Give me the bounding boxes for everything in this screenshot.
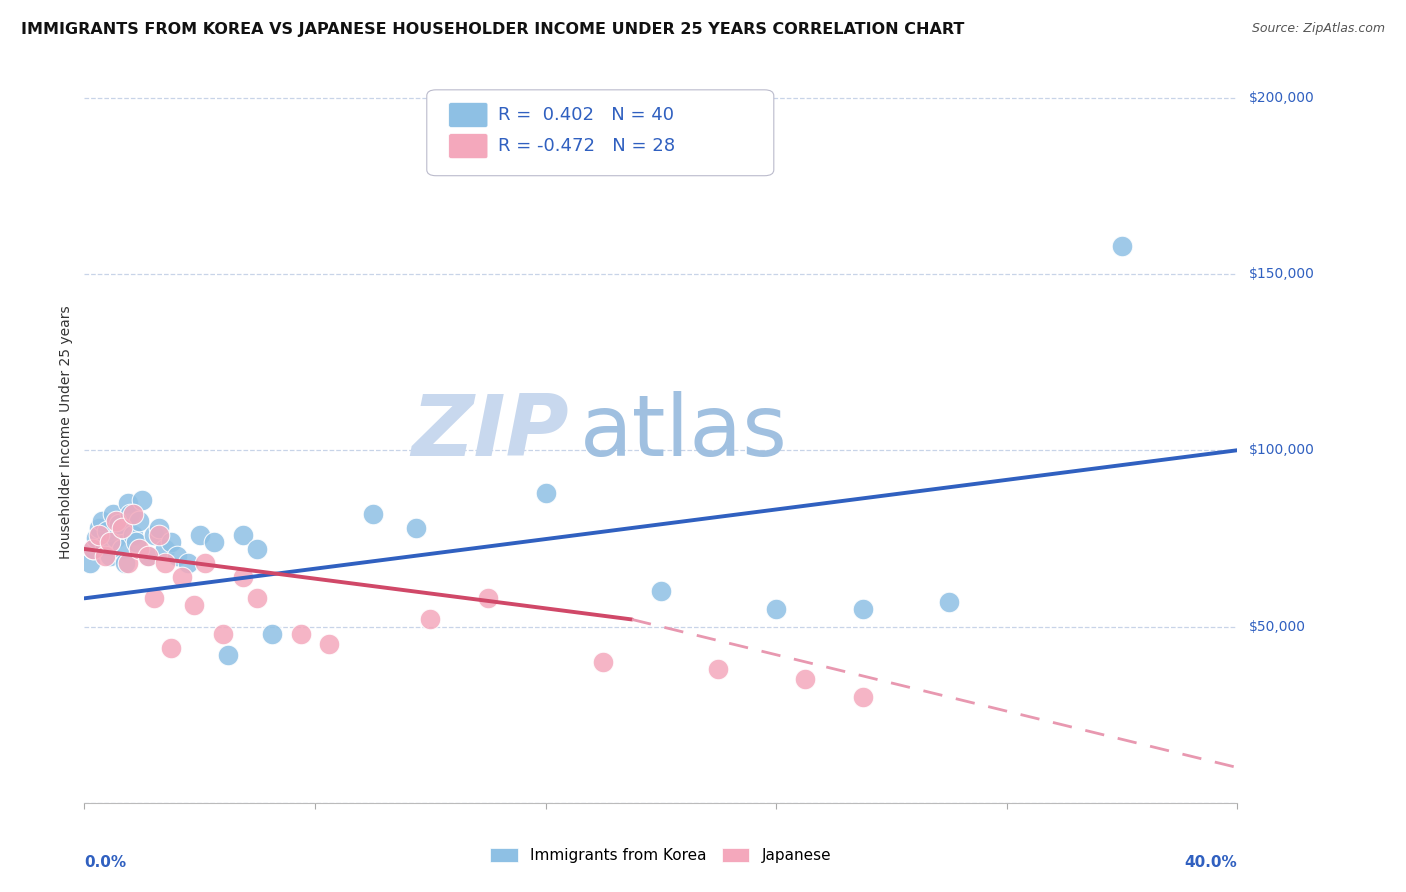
Point xyxy=(117,556,139,570)
Point xyxy=(93,538,115,552)
Point xyxy=(128,514,150,528)
Legend: Immigrants from Korea, Japanese: Immigrants from Korea, Japanese xyxy=(484,841,838,869)
Point xyxy=(318,637,340,651)
Point xyxy=(246,591,269,606)
Point xyxy=(114,556,136,570)
Point xyxy=(592,655,614,669)
Text: R = -0.472   N = 28: R = -0.472 N = 28 xyxy=(498,137,675,155)
Point xyxy=(122,507,145,521)
Point xyxy=(650,584,672,599)
Point xyxy=(183,599,205,613)
Point xyxy=(90,514,112,528)
Point xyxy=(160,535,183,549)
Point xyxy=(93,549,115,563)
Point xyxy=(153,556,176,570)
Text: Source: ZipAtlas.com: Source: ZipAtlas.com xyxy=(1251,22,1385,36)
Point xyxy=(136,549,159,563)
Point xyxy=(405,521,427,535)
Point xyxy=(153,541,176,556)
Point xyxy=(148,528,170,542)
Text: $150,000: $150,000 xyxy=(1249,267,1315,281)
Point xyxy=(142,528,165,542)
Point xyxy=(105,532,128,546)
Point xyxy=(105,514,128,528)
Text: $200,000: $200,000 xyxy=(1249,91,1315,104)
Point xyxy=(120,507,142,521)
Point xyxy=(117,496,139,510)
Point xyxy=(232,570,254,584)
Point xyxy=(82,541,104,556)
Text: $100,000: $100,000 xyxy=(1249,443,1315,458)
Point xyxy=(122,528,145,542)
Point xyxy=(765,602,787,616)
FancyBboxPatch shape xyxy=(449,103,488,128)
Point xyxy=(188,528,211,542)
Point xyxy=(125,535,148,549)
Point xyxy=(707,662,730,676)
Point xyxy=(218,648,240,662)
Text: 40.0%: 40.0% xyxy=(1184,855,1237,870)
Point xyxy=(128,541,150,556)
Point xyxy=(477,591,499,606)
Point xyxy=(211,626,233,640)
Y-axis label: Householder Income Under 25 years: Householder Income Under 25 years xyxy=(59,306,73,559)
Point xyxy=(852,602,875,616)
Point xyxy=(136,549,159,563)
Point xyxy=(166,549,188,563)
Point xyxy=(361,507,384,521)
Text: ZIP: ZIP xyxy=(411,391,568,475)
Point xyxy=(108,517,131,532)
Point xyxy=(148,521,170,535)
Point xyxy=(177,556,200,570)
Point xyxy=(111,541,134,556)
Point xyxy=(232,528,254,542)
Point xyxy=(938,595,960,609)
Point xyxy=(794,673,817,687)
Point xyxy=(534,485,557,500)
Point xyxy=(202,535,225,549)
Point xyxy=(290,626,312,640)
Point xyxy=(103,507,124,521)
Point xyxy=(246,541,269,556)
Point xyxy=(98,535,121,549)
FancyBboxPatch shape xyxy=(449,134,488,159)
Point xyxy=(87,521,110,535)
Point xyxy=(79,556,101,570)
Point xyxy=(131,492,153,507)
Text: 0.0%: 0.0% xyxy=(84,855,127,870)
Text: $50,000: $50,000 xyxy=(1249,620,1305,633)
Point xyxy=(87,528,110,542)
Point xyxy=(142,591,165,606)
Point xyxy=(160,640,183,655)
Point xyxy=(852,690,875,704)
Text: IMMIGRANTS FROM KOREA VS JAPANESE HOUSEHOLDER INCOME UNDER 25 YEARS CORRELATION : IMMIGRANTS FROM KOREA VS JAPANESE HOUSEH… xyxy=(21,22,965,37)
Point xyxy=(194,556,217,570)
Point xyxy=(419,612,441,626)
Point xyxy=(172,570,194,584)
Point xyxy=(96,524,118,539)
FancyBboxPatch shape xyxy=(427,90,773,176)
Text: atlas: atlas xyxy=(581,391,789,475)
Text: R =  0.402   N = 40: R = 0.402 N = 40 xyxy=(498,106,675,124)
Point xyxy=(260,626,283,640)
Point xyxy=(82,541,104,556)
Point xyxy=(1111,239,1133,253)
Point xyxy=(98,549,121,563)
Point xyxy=(84,532,107,546)
Point xyxy=(111,521,134,535)
